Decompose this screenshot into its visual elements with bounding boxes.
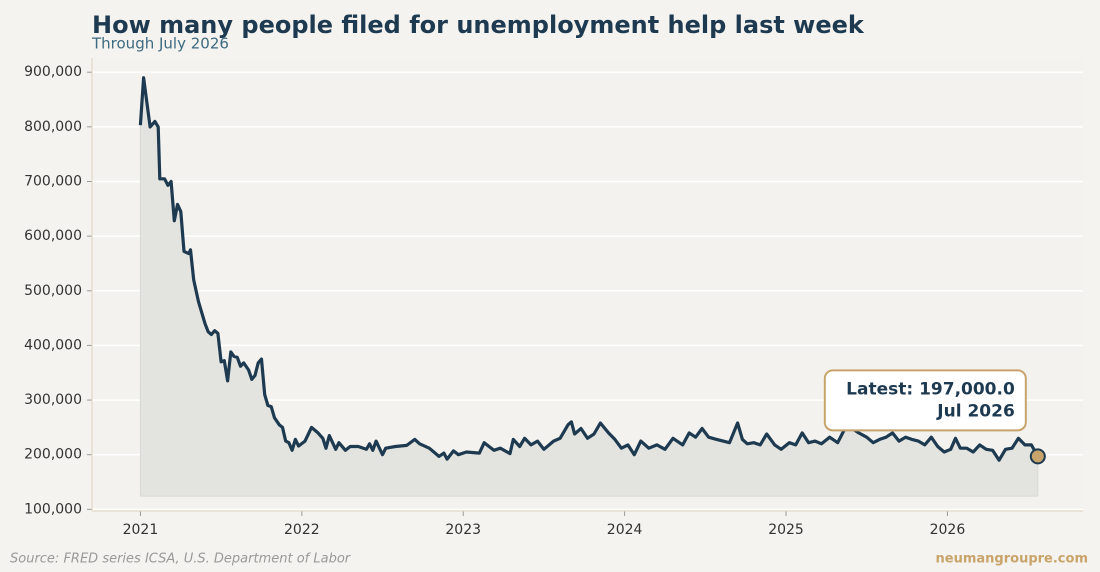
- annotation-text: Jul 2026: [936, 401, 1015, 421]
- chart-title: How many people filed for unemployment h…: [92, 11, 865, 39]
- y-tick-label: 500,000: [24, 283, 82, 299]
- annotation-text: Latest: 197,000.0: [846, 379, 1015, 399]
- x-tick-label: 2025: [768, 522, 804, 538]
- x-tick-label: 2021: [123, 522, 159, 538]
- latest-marker: [1029, 448, 1046, 465]
- line: [138, 76, 1040, 462]
- y-tick-label: 600,000: [24, 228, 82, 244]
- annotation-box: [823, 369, 1027, 432]
- source: Source: FRED series ICSA, U.S. Departmen…: [10, 552, 352, 567]
- brand: neumangroupre.com: [936, 552, 1088, 567]
- y-tick-label: 900,000: [24, 64, 82, 80]
- y-tick-label: 100,000: [24, 501, 82, 517]
- chart-subtitle: Through July 2026: [91, 35, 229, 53]
- x-tick-label: 2022: [284, 522, 320, 538]
- y-tick-label: 400,000: [24, 337, 82, 353]
- y-tick-label: 300,000: [24, 392, 82, 408]
- x-tick-label: 2023: [445, 522, 481, 538]
- x-tick-label: 2024: [607, 522, 643, 538]
- y-tick-label: 200,000: [24, 447, 82, 463]
- y-tick-label: 800,000: [24, 119, 82, 135]
- x-tick-label: 2026: [930, 522, 966, 538]
- y-tick-label: 700,000: [24, 173, 82, 189]
